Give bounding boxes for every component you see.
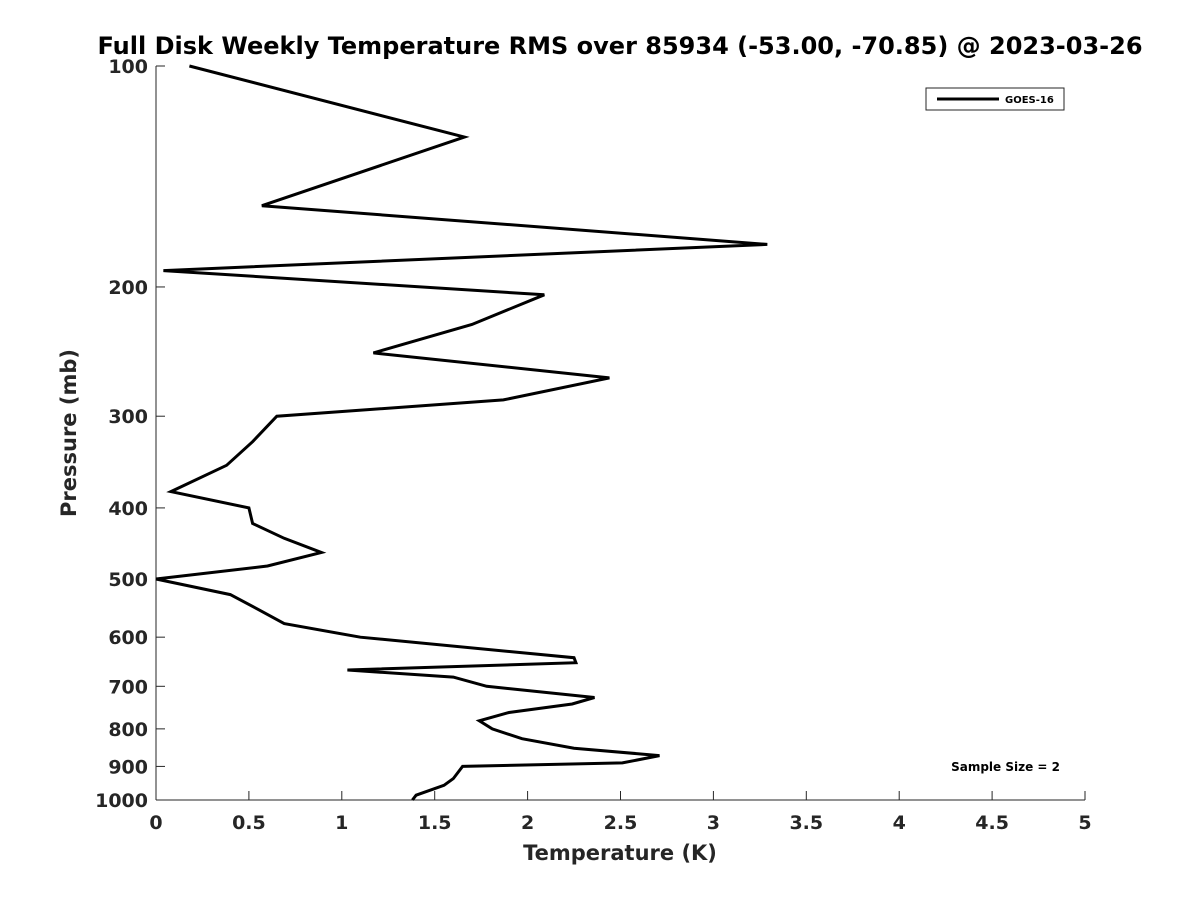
series-line-goes-16 — [155, 64, 768, 801]
x-tick-label: 5 — [1078, 812, 1091, 834]
x-tick-label: 3 — [707, 812, 720, 834]
x-axis-ticks: 0 0.5 1 1.5 2 2.5 3 3.5 4 4.5 5 — [149, 791, 1092, 834]
y-tick-label: 900 — [108, 756, 148, 778]
x-tick-label: 1 — [335, 812, 348, 834]
y-axis-label: Pressure (mb) — [57, 349, 81, 517]
legend: GOES-16 — [925, 87, 1065, 111]
y-tick-label: 500 — [108, 569, 148, 591]
series-group — [155, 64, 768, 801]
x-tick-label: 2 — [521, 812, 534, 834]
x-tick-label: 4 — [893, 812, 906, 834]
y-tick-label: 300 — [108, 406, 148, 428]
y-tick-label: 800 — [108, 719, 148, 741]
y-tick-label: 700 — [108, 676, 148, 698]
y-axis-ticks: 100 200 300 400 500 600 700 800 900 1000 — [95, 56, 165, 812]
y-tick-label: 100 — [108, 56, 148, 78]
y-tick-label: 1000 — [95, 790, 148, 812]
x-tick-label: 0.5 — [232, 812, 266, 834]
plot-axes — [155, 66, 1085, 801]
x-tick-label: 2.5 — [604, 812, 638, 834]
x-tick-label: 3.5 — [789, 812, 823, 834]
x-tick-label: 4.5 — [975, 812, 1009, 834]
sample-size-annotation: Sample Size = 2 — [951, 760, 1060, 774]
y-tick-label: 400 — [108, 498, 148, 520]
legend-label-goes-16: GOES-16 — [1005, 95, 1054, 106]
x-tick-label: 0 — [149, 812, 162, 834]
x-axis-label: Temperature (K) — [523, 841, 717, 865]
y-tick-label: 200 — [108, 277, 148, 299]
y-tick-label: 600 — [108, 627, 148, 649]
chart-title: Full Disk Weekly Temperature RMS over 85… — [97, 32, 1142, 60]
x-tick-label: 1.5 — [418, 812, 452, 834]
